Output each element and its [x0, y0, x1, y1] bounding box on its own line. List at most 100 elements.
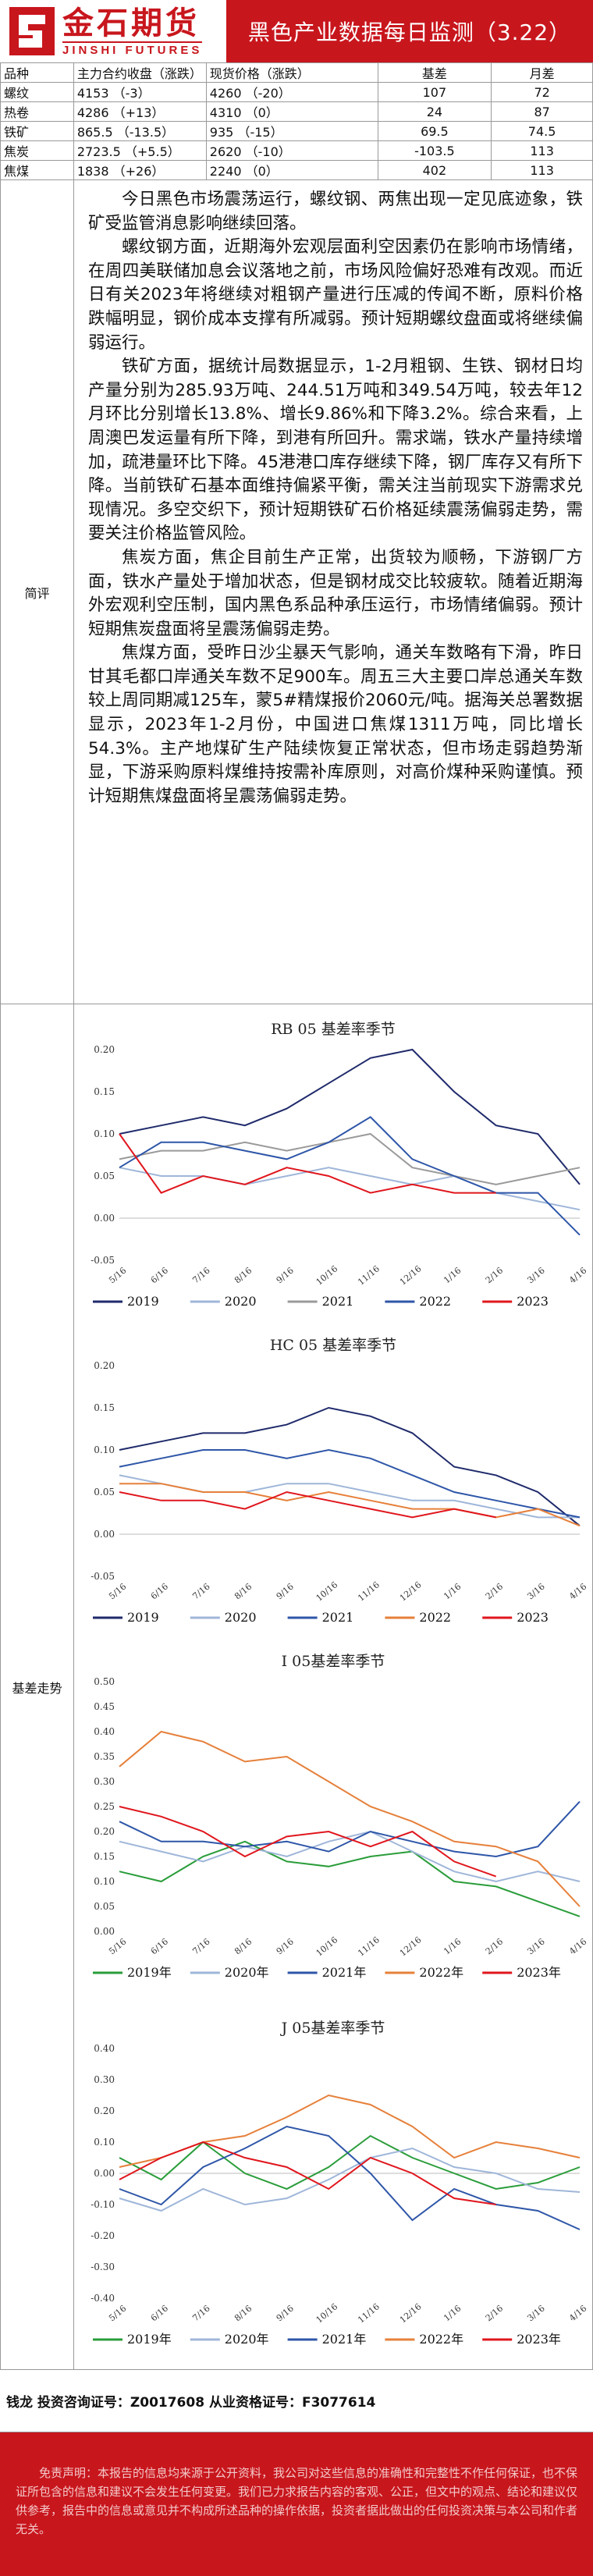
row-close: 865.5 （-13.5）	[73, 121, 207, 141]
analyst-signature: 钱龙 投资咨询证号：Z0017608 从业资格证号：F3077614	[0, 2370, 593, 2432]
x-tick-label: 9/16	[275, 1581, 296, 1601]
row-spread: 74.5	[491, 121, 593, 141]
report-title: 黑色产业数据每日监测（3.22）	[226, 0, 593, 62]
close-value: 4153	[76, 86, 109, 101]
x-tick-label: 9/16	[275, 2303, 296, 2323]
y-tick-label: 0.20	[94, 1044, 115, 1055]
y-tick-label: -0.05	[91, 1571, 115, 1582]
spot-change: （-20）	[245, 86, 291, 101]
close-change: （+13）	[112, 105, 165, 120]
y-tick-label: 0.15	[94, 1086, 115, 1097]
logo-cn-text: 金石期货	[62, 5, 200, 41]
close-value: 2723.5	[76, 144, 121, 159]
col-header-spot: 现货价格（涨跌）	[205, 62, 378, 83]
x-tick-label: 3/16	[525, 1936, 546, 1956]
rb05-basis-chart: RB 05 基差率季节 -0.05 0.00 0.05 0.10 0.15 0.20 5/16…	[91, 1021, 588, 1309]
x-tick-label: 9/16	[275, 1936, 296, 1956]
table-row: 焦煤 1838 （+26） 2240 （0） 402 113	[0, 160, 593, 180]
legend-label: 2020	[225, 1294, 257, 1309]
series-line-2019	[119, 1406, 581, 1526]
x-tick-label: 1/16	[442, 1936, 463, 1956]
table-row: 铁矿 865.5 （-13.5） 935 （-15） 69.5 74.5	[0, 121, 593, 141]
row-name: 螺纹	[0, 82, 74, 102]
y-tick-label: 0.30	[94, 2074, 115, 2085]
y-tick-label: 0.00	[94, 1926, 115, 1937]
summary-paragraph: 今日黑色市场震荡运行，螺纹钢、两焦出现一定见底迹象，铁矿受监管消息影响继续回落。	[88, 190, 583, 233]
x-tick-label: 10/16	[314, 1935, 340, 1958]
logo-en-text: JINSHI FUTURES	[62, 41, 203, 57]
row-spread: 72	[491, 82, 593, 102]
legend-label: 2022年	[419, 2332, 463, 2347]
i05-basis-chart: I 05基差率季节 0.00 0.05 0.10 0.15 0.20 0.25 0.30 0.3…	[93, 1653, 588, 1980]
x-tick-label: 3/16	[525, 2303, 546, 2323]
y-tick-label: 0.05	[94, 1901, 115, 1912]
x-tick-label: 3/16	[525, 1265, 546, 1285]
y-tick-label: 0.20	[94, 1360, 115, 1371]
series-line-2021年	[119, 2125, 581, 2230]
col-header-basis: 基差	[377, 62, 492, 83]
x-tick-label: 12/16	[398, 1935, 424, 1958]
y-tick-label: -0.30	[91, 2262, 115, 2272]
y-tick-label: 0.00	[94, 1529, 115, 1540]
spot-value: 4260	[209, 86, 242, 101]
x-tick-label: 5/16	[107, 1581, 128, 1601]
legend-label: 2021年	[322, 2332, 367, 2347]
legend-label: 2020年	[225, 1965, 269, 1980]
y-tick-label: 0.20	[94, 2105, 115, 2116]
series-line-2021年	[119, 1800, 581, 1858]
legend-label: 2019	[127, 1610, 159, 1625]
y-tick-label: 0.10	[94, 1444, 115, 1455]
spot-value: 4310	[209, 105, 242, 120]
charts-label: 基差走势	[1, 1004, 74, 2369]
logo: 金石期货 JINSHI FUTURES	[0, 0, 226, 62]
row-name: 热卷	[0, 101, 74, 122]
x-tick-label: 7/16	[190, 2303, 211, 2323]
legend-label: 2022	[419, 1294, 451, 1309]
series-line-2020	[119, 1167, 581, 1211]
row-spread: 113	[491, 160, 593, 180]
legend-label: 2019	[127, 1294, 159, 1309]
legend-label: 2023	[517, 1294, 549, 1309]
table-row: 热卷 4286 （+13） 4310 （0） 24 87	[0, 101, 593, 122]
x-tick-label: 1/16	[442, 2303, 463, 2323]
x-tick-label: 11/16	[356, 1263, 382, 1287]
x-tick-label: 6/16	[149, 1581, 170, 1601]
legend-label: 2022年	[419, 1965, 463, 1980]
series-line-2021	[119, 1448, 581, 1519]
series-line-2022	[119, 1483, 581, 1527]
report-header: 金石期货 JINSHI FUTURES 黑色产业数据每日监测（3.22）	[0, 0, 593, 62]
x-tick-label: 8/16	[233, 1936, 254, 1956]
summary-paragraph: 铁矿方面，据统计局数据显示，1-2月粗钢、生铁、钢材日均产量分别为285.93万…	[88, 357, 583, 544]
table-row: 焦炭 2723.5 （+5.5） 2620 （-10） -103.5 113	[0, 140, 593, 161]
chart-title: HC 05 基差率季节	[270, 1337, 396, 1354]
y-tick-label: 0.00	[94, 1213, 115, 1224]
y-tick-label: 0.15	[94, 1851, 115, 1862]
spot-change: （-15）	[237, 125, 283, 140]
col-header-name: 品种	[0, 62, 74, 83]
y-tick-label: 0.05	[94, 1487, 115, 1498]
legend-label: 2023年	[517, 2332, 561, 2347]
chart-title: I 05基差率季节	[282, 1653, 385, 1670]
summary-content: 今日黑色市场震荡运行，螺纹钢、两焦出现一定见底迹象，铁矿受监管消息影响继续回落。…	[74, 180, 592, 1004]
spot-value: 2240	[209, 164, 242, 179]
y-tick-label: 0.40	[94, 1726, 115, 1737]
row-name: 铁矿	[0, 121, 74, 141]
y-tick-label: 0.05	[94, 1171, 115, 1181]
basis-charts-section: 基差走势 RB 05 基差率季节 -0.05 0.00 0.05 0.10 0.15 0.2…	[0, 1004, 593, 2370]
x-tick-label: 4/16	[567, 2303, 588, 2323]
y-tick-label: 0.10	[94, 2137, 115, 2148]
x-tick-label: 2/16	[484, 2303, 505, 2323]
series-line-2019	[119, 1048, 581, 1185]
x-tick-label: 6/16	[149, 1265, 170, 1285]
x-tick-label: 10/16	[314, 1579, 340, 1603]
legend-label: 2020	[225, 1610, 257, 1625]
row-spot: 2240 （0）	[205, 160, 378, 180]
row-spread: 113	[491, 140, 593, 161]
row-basis: -103.5	[377, 140, 492, 161]
x-tick-label: 10/16	[314, 1263, 340, 1287]
price-table: 品种 主力合约收盘（涨跌） 现货价格（涨跌） 基差 月差 螺纹 4153 （-3）…	[0, 62, 593, 180]
y-tick-label: 0.20	[94, 1826, 115, 1837]
row-spot: 2620 （-10）	[205, 140, 378, 161]
x-tick-label: 8/16	[233, 1581, 254, 1601]
x-tick-label: 5/16	[107, 1936, 128, 1956]
